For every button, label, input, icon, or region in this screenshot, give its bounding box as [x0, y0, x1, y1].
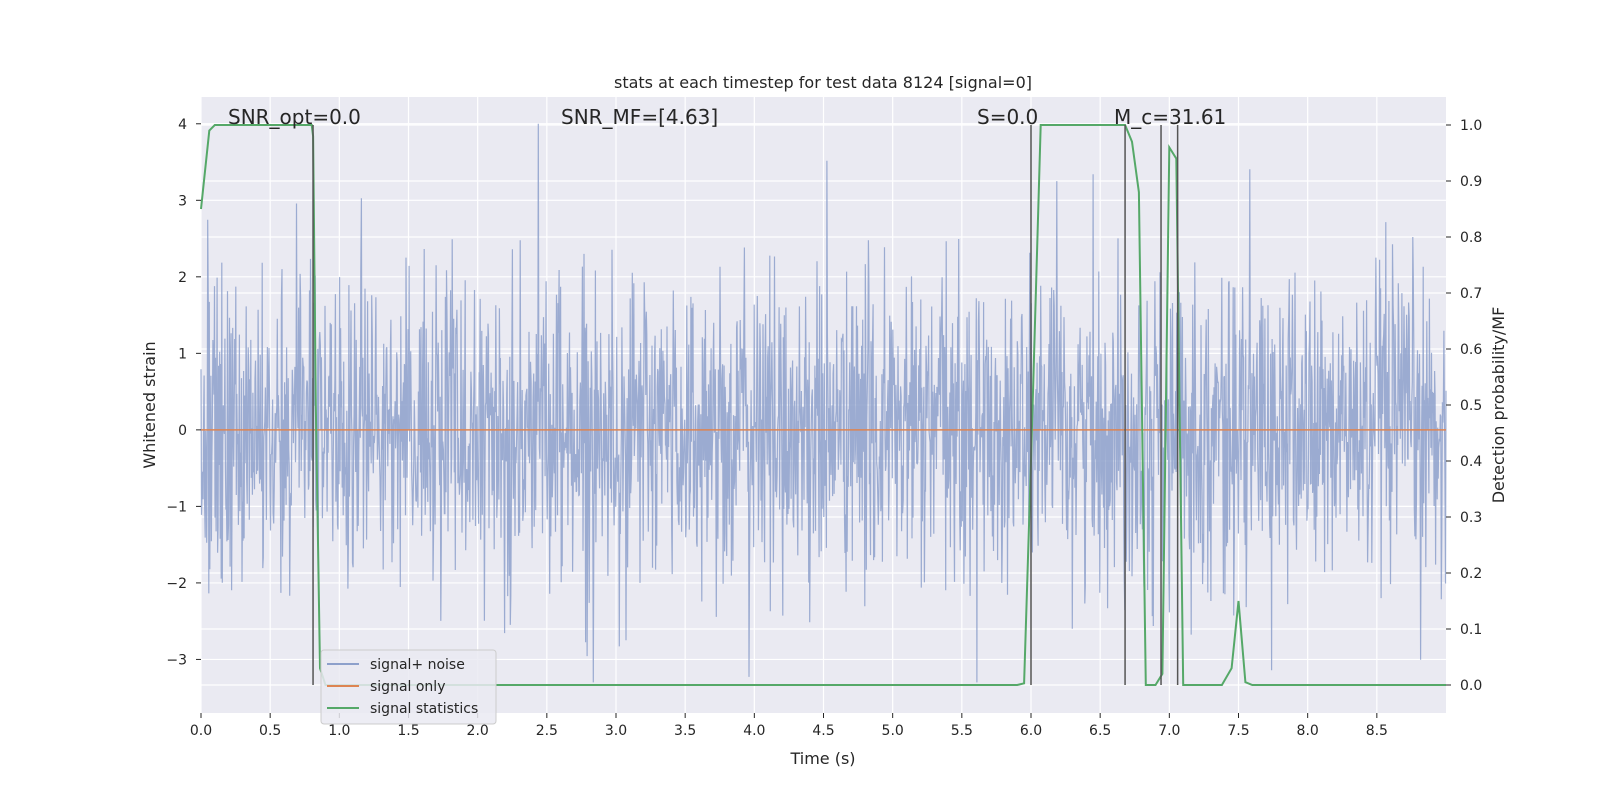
x-tick-label-9: 4.5 — [812, 723, 834, 739]
x-tick-label-17: 8.5 — [1366, 723, 1388, 739]
x-tick-label-16: 8.0 — [1297, 723, 1319, 739]
yr-tick-label-6: 0.4 — [1460, 454, 1482, 470]
legend: signal+ noise signal only signal statist… — [320, 649, 497, 725]
yl-tick-label-4: 0 — [178, 423, 187, 439]
x-tick-label-14: 7.0 — [1158, 723, 1180, 739]
yr-tick-label-10: 0.0 — [1460, 678, 1482, 694]
legend-label-stats: signal statistics — [370, 701, 478, 717]
y-axis-right-ticks: 1.0 0.9 0.8 0.7 0.6 0.5 0.4 0.3 0.2 0.1 0.0 — [1446, 118, 1482, 694]
annotation-mc: M_c=31.61 — [1114, 105, 1226, 129]
legend-label-noise: signal+ noise — [370, 657, 465, 673]
x-tick-label-8: 4.0 — [743, 723, 765, 739]
yl-tick-label-5: −1 — [166, 499, 187, 515]
x-tick-label-5: 2.5 — [536, 723, 558, 739]
yr-tick-label-3: 0.7 — [1460, 286, 1482, 302]
annotation-snr-mf: SNR_MF=[4.63] — [561, 105, 718, 129]
yr-tick-label-9: 0.1 — [1460, 622, 1482, 638]
y-axis-left-label: Whitened strain — [140, 341, 159, 468]
grid — [200, 97, 1446, 713]
x-tick-label-10: 5.0 — [882, 723, 904, 739]
vertical-marker-lines — [312, 125, 1179, 685]
x-tick-label-6: 3.0 — [605, 723, 627, 739]
x-tick-label-11: 5.5 — [951, 723, 973, 739]
yr-tick-label-7: 0.3 — [1460, 510, 1482, 526]
yr-tick-label-5: 0.5 — [1460, 398, 1482, 414]
legend-label-signal-only: signal only — [370, 679, 445, 695]
yr-tick-label-4: 0.6 — [1460, 342, 1482, 358]
annotation-snr-opt: SNR_opt=0.0 — [228, 105, 361, 129]
y-axis-left-ticks: 4 3 2 1 0 −1 −2 −3 — [166, 117, 201, 668]
yl-tick-label-3: 1 — [178, 346, 187, 362]
yl-tick-label-6: −2 — [166, 576, 187, 592]
x-tick-label-12: 6.0 — [1020, 723, 1042, 739]
x-tick-label-13: 6.5 — [1089, 723, 1111, 739]
annotation-s: S=0.0 — [977, 105, 1038, 129]
signal-noise-line — [200, 123, 1447, 683]
signal-noise-series — [200, 123, 1447, 683]
legend-box — [320, 649, 497, 725]
yl-tick-label-1: 3 — [178, 193, 187, 209]
x-tick-label-1: 0.5 — [259, 723, 281, 739]
x-tick-label-4: 2.0 — [467, 723, 489, 739]
x-tick-label-2: 1.0 — [328, 723, 350, 739]
yr-tick-label-2: 0.8 — [1460, 230, 1482, 246]
yl-tick-label-7: −3 — [166, 652, 187, 668]
x-tick-label-0: 0.0 — [190, 723, 212, 739]
x-tick-label-15: 7.5 — [1227, 723, 1249, 739]
y-axis-right-label: Detection probability/MF — [1489, 307, 1508, 504]
chart-title: stats at each timestep for test data 812… — [614, 73, 1032, 92]
yl-tick-label-0: 4 — [178, 117, 187, 133]
x-tick-label-3: 1.5 — [397, 723, 419, 739]
yr-tick-label-1: 0.9 — [1460, 174, 1482, 190]
yr-tick-label-0: 1.0 — [1460, 118, 1482, 134]
yr-tick-label-8: 0.2 — [1460, 566, 1482, 582]
yl-tick-label-2: 2 — [178, 270, 187, 286]
x-tick-label-7: 3.5 — [674, 723, 696, 739]
x-axis-ticks: 0.0 0.5 1.0 1.5 2.0 2.5 3.0 3.5 4.0 4.5 5.0 5.5 6.0 6… — [190, 713, 1388, 739]
x-axis-label: Time (s) — [789, 749, 855, 768]
